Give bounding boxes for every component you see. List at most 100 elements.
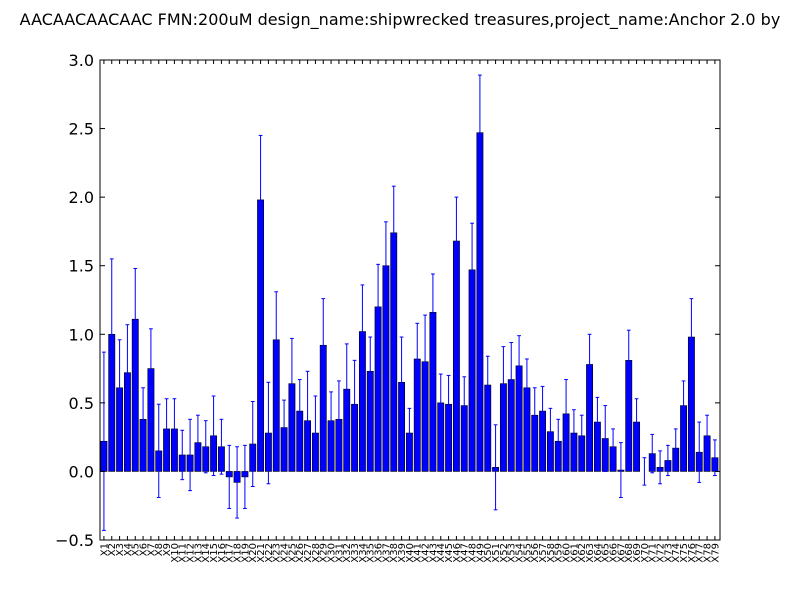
error-bar-X5 — [133, 267, 138, 371]
error-bar-X71 — [650, 433, 655, 474]
x-tick-label: X69 — [632, 543, 643, 563]
error-bar-X54 — [517, 335, 521, 397]
x-tick-label: X36 — [374, 543, 385, 563]
x-tick-label: X20 — [248, 543, 259, 563]
error-bar-X62 — [579, 414, 584, 457]
x-tick-label: X42 — [421, 543, 432, 563]
error-bar-X46 — [454, 196, 459, 286]
error-bar-X64 — [595, 396, 600, 448]
error-bar-X4 — [125, 324, 130, 422]
x-tick-label: X44 — [436, 543, 447, 563]
error-bar-X35 — [368, 336, 373, 407]
x-tick-label: X78 — [703, 543, 714, 563]
y-axis: −0.5 0.0 0.5 1.0 1.5 2.0 2.5 3.0 — [55, 51, 720, 550]
x-tick-label: X60 — [562, 543, 573, 563]
x-tick-label: X74 — [671, 543, 682, 563]
error-bar-X42 — [423, 314, 427, 409]
error-bar-X76 — [689, 298, 694, 376]
error-bars-layer — [102, 74, 717, 531]
x-tick-label: X67 — [616, 543, 627, 563]
x-tick-label: X18 — [233, 543, 244, 563]
error-bar-X73 — [666, 444, 670, 477]
error-bar-X27 — [305, 370, 310, 471]
x-tick-label: X68 — [624, 543, 635, 563]
x-tick-label: X8 — [154, 543, 165, 556]
error-bar-X28 — [313, 395, 318, 471]
error-bar-X75 — [681, 380, 686, 431]
x-tick-label: X76 — [687, 543, 698, 563]
error-bar-X6 — [141, 387, 145, 452]
error-bar-X16 — [219, 418, 224, 475]
y-tick-label: −0.5 — [55, 531, 94, 550]
x-tick-label: X48 — [468, 543, 479, 563]
error-bar-X32 — [344, 343, 349, 435]
error-bar-X18 — [235, 446, 239, 519]
x-tick-label: X23 — [272, 543, 283, 563]
x-tick-label: X17 — [225, 543, 236, 563]
x-tick-label: X9 — [162, 543, 173, 556]
error-bar-X78 — [705, 414, 709, 457]
x-tick-label: X12 — [186, 543, 197, 563]
y-tick-label: 0.0 — [69, 462, 94, 481]
error-bar-X45 — [446, 374, 451, 434]
error-bar-X3 — [117, 339, 122, 437]
x-tick-label: X4 — [123, 543, 134, 556]
error-bar-X13 — [196, 414, 200, 471]
x-tick-label: X46 — [452, 543, 463, 563]
x-tick-label: X40 — [405, 543, 416, 563]
x-tick-label: X15 — [209, 543, 220, 563]
error-bar-X61 — [572, 409, 576, 457]
y-tick-label: 0.5 — [69, 394, 94, 413]
x-tick-label: X39 — [397, 543, 408, 563]
error-bar-X37 — [384, 221, 388, 311]
plot-frame — [99, 59, 721, 541]
error-bar-X57 — [540, 385, 545, 437]
error-bar-X58 — [548, 407, 553, 456]
x-tick-label: X29 — [319, 543, 330, 563]
error-bar-X2 — [109, 258, 114, 411]
error-bar-X9 — [164, 398, 169, 460]
x-tick-label: X75 — [679, 543, 690, 563]
x-tick-label: X38 — [389, 543, 400, 563]
x-tick-label: X1 — [99, 543, 110, 556]
error-bar-X19 — [243, 444, 247, 509]
error-bar-X53 — [509, 342, 514, 418]
error-bar-X22 — [266, 381, 271, 485]
x-tick-label: X27 — [303, 543, 314, 563]
error-bar-X34 — [360, 284, 365, 379]
x-tick-label: X25 — [287, 543, 298, 563]
x-tick-label: X16 — [217, 543, 228, 563]
x-tick-label: X71 — [648, 543, 659, 563]
x-tick-label: X37 — [381, 543, 392, 563]
x-tick-label: X2 — [107, 543, 118, 556]
error-bar-X51 — [493, 424, 498, 511]
x-tick-label: X32 — [342, 543, 353, 563]
error-bar-X67 — [619, 442, 623, 498]
x-tick-label: X28 — [311, 543, 322, 563]
x-tick-label: X30 — [327, 543, 338, 563]
y-tick-label: 2.0 — [69, 188, 94, 207]
error-bar-X70 — [642, 457, 647, 486]
y-tick-label: 1.0 — [69, 325, 94, 344]
x-tick-label: X56 — [530, 543, 541, 563]
error-bar-X66 — [611, 428, 615, 466]
error-bar-X69 — [634, 398, 639, 446]
x-tick-label: X70 — [640, 543, 651, 563]
error-bar-X50 — [485, 355, 490, 415]
error-bar-X41 — [415, 322, 420, 396]
x-tick-label: X10 — [170, 543, 181, 563]
error-bar-X17 — [227, 444, 232, 509]
error-bar-X26 — [297, 379, 302, 444]
x-tick-label: X50 — [483, 543, 494, 563]
error-bar-X49 — [478, 74, 482, 191]
error-bar-X8 — [156, 403, 161, 498]
error-bar-X15 — [211, 395, 216, 477]
x-axis: X1X2X3X4X5X6X7X8X9X10X11X12X13X14X15X16X… — [99, 60, 721, 563]
error-bar-X38 — [391, 185, 396, 280]
error-bar-X47 — [462, 376, 467, 435]
x-tick-label: X19 — [240, 543, 251, 563]
x-tick-label: X24 — [280, 543, 291, 563]
y-tick-label: 1.5 — [69, 257, 94, 276]
x-tick-label: X59 — [554, 543, 565, 563]
x-tick-label: X72 — [656, 543, 667, 563]
